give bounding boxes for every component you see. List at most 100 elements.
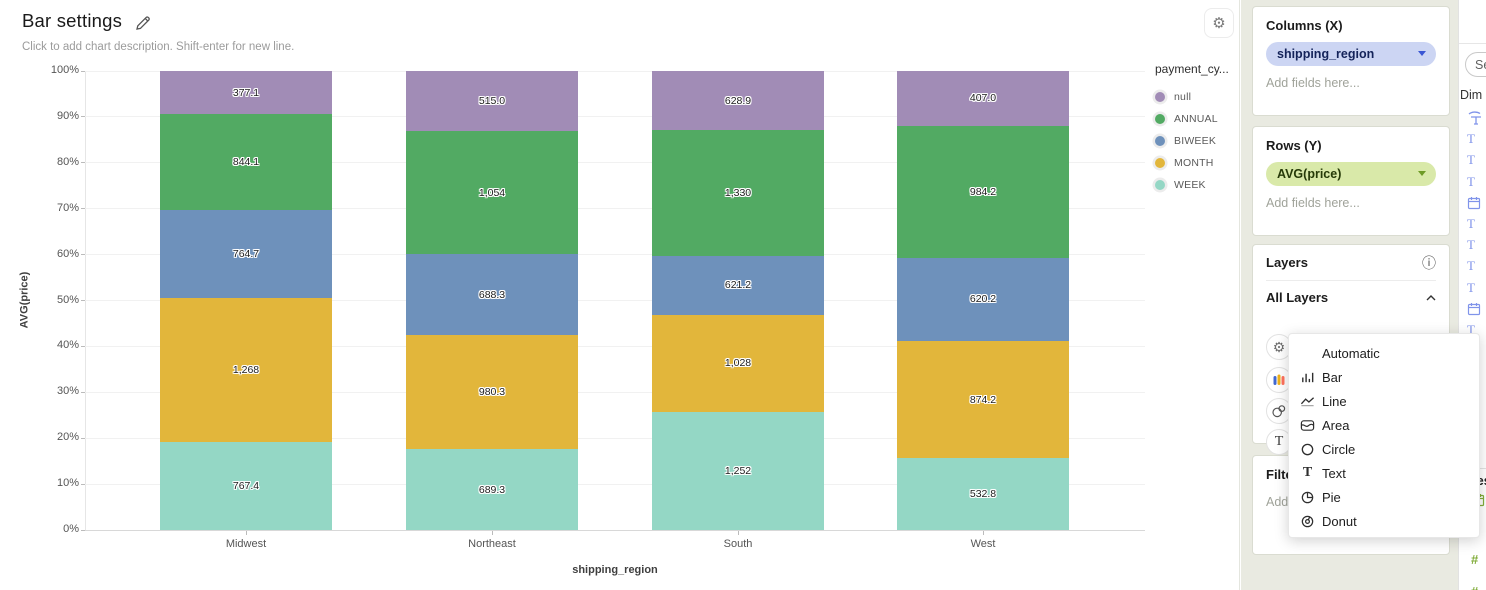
legend-item-MONTH[interactable]: MONTH bbox=[1155, 152, 1229, 174]
size-encoding-button[interactable] bbox=[1266, 398, 1292, 424]
bar-segment-MONTH-South[interactable]: 1,028 bbox=[652, 314, 824, 412]
rows-shelf-title: Rows (Y) bbox=[1266, 138, 1322, 153]
avg-price-pill[interactable]: AVG(price) bbox=[1266, 162, 1436, 186]
bar-segment-WEEK-Midwest[interactable]: 767.4 bbox=[160, 442, 332, 530]
bar-segment-BIWEEK-South[interactable]: 621.2 bbox=[652, 256, 824, 315]
layer-settings-gear-button[interactable]: ⚙ bbox=[1266, 334, 1292, 360]
menu-item-circle[interactable]: Circle bbox=[1289, 437, 1479, 461]
legend-item-WEEK[interactable]: WEEK bbox=[1155, 174, 1229, 196]
shipping-region-pill[interactable]: shipping_region bbox=[1266, 42, 1436, 66]
field-row-text-field-icon[interactable]: T bbox=[1467, 131, 1475, 147]
y-tick-mark bbox=[81, 437, 85, 439]
overlapping-circles-icon bbox=[1271, 403, 1287, 419]
x-tick-mark bbox=[738, 531, 739, 535]
color-palette-icon bbox=[1271, 372, 1287, 388]
y-tick-label: 40% bbox=[56, 339, 79, 352]
menu-item-pie[interactable]: Pie bbox=[1289, 485, 1479, 509]
legend-label: MONTH bbox=[1174, 157, 1214, 169]
bar-segment-BIWEEK-Northeast[interactable]: 688.3 bbox=[406, 254, 578, 335]
columns-shelf-card: Columns (X) shipping_region Add fields h… bbox=[1252, 6, 1450, 116]
gear-icon: ⚙ bbox=[1272, 338, 1286, 355]
menu-item-automatic[interactable]: Automatic bbox=[1289, 341, 1479, 365]
gridline bbox=[85, 483, 1145, 485]
bar-segment-WEEK-West[interactable]: 532.8 bbox=[897, 458, 1069, 530]
edit-title-icon[interactable] bbox=[134, 14, 152, 32]
field-row-hash-icon[interactable]: # bbox=[1471, 583, 1486, 590]
x-axis-title: shipping_region bbox=[572, 564, 658, 576]
info-icon[interactable]: ⓘ bbox=[1422, 254, 1436, 271]
legend-item-BIWEEK[interactable]: BIWEEK bbox=[1155, 130, 1229, 152]
bar-value-label: 621.2 bbox=[724, 279, 752, 292]
bar-value-label: 689.3 bbox=[478, 483, 506, 496]
rows-shelf-card: Rows (Y) AVG(price) Add fields here... bbox=[1252, 126, 1450, 236]
field-row-text-field-icon[interactable]: T bbox=[1467, 173, 1475, 189]
x-tick-mark bbox=[492, 531, 493, 535]
chart-settings-gear-button[interactable]: ⚙ bbox=[1204, 8, 1234, 38]
legend-swatch-icon bbox=[1155, 158, 1165, 168]
bar-value-label: 874.2 bbox=[969, 393, 997, 406]
bar-segment-null-Northeast[interactable]: 515.0 bbox=[406, 71, 578, 132]
bar-value-label: 764.7 bbox=[232, 248, 260, 261]
menu-item-donut[interactable]: Donut bbox=[1289, 509, 1479, 533]
legend-item-ANNUAL[interactable]: ANNUAL bbox=[1155, 108, 1229, 130]
bar-segment-WEEK-South[interactable]: 1,252 bbox=[652, 411, 824, 530]
rows-add-fields-placeholder[interactable]: Add fields here... bbox=[1266, 196, 1360, 210]
pie-chart-icon bbox=[1299, 489, 1316, 505]
bar-segment-ANNUAL-Midwest[interactable]: 844.1 bbox=[160, 114, 332, 211]
field-row-text-field-icon[interactable]: T bbox=[1467, 152, 1475, 168]
line-chart-icon bbox=[1299, 393, 1316, 409]
field-row-text-field-icon[interactable]: T bbox=[1467, 258, 1475, 274]
bar-value-label: 532.8 bbox=[969, 488, 997, 501]
x-category-label: Midwest bbox=[225, 538, 267, 550]
menu-item-area[interactable]: Area bbox=[1289, 413, 1479, 437]
y-tick-mark bbox=[81, 116, 85, 118]
bar-segment-MONTH-Northeast[interactable]: 980.3 bbox=[406, 334, 578, 450]
color-encoding-button[interactable] bbox=[1266, 367, 1292, 393]
menu-item-line[interactable]: Line bbox=[1289, 389, 1479, 413]
y-tick-label: 0% bbox=[63, 523, 79, 535]
bar-segment-null-South[interactable]: 628.9 bbox=[652, 71, 824, 131]
y-tick-label: 80% bbox=[56, 155, 79, 168]
columns-shelf-title: Columns (X) bbox=[1266, 18, 1343, 33]
bar-segment-WEEK-Northeast[interactable]: 689.3 bbox=[406, 449, 578, 530]
bar-segment-null-West[interactable]: 407.0 bbox=[897, 71, 1069, 126]
text-t-icon: T bbox=[1274, 434, 1284, 449]
bar-segment-ANNUAL-West[interactable]: 984.2 bbox=[897, 125, 1069, 258]
text-encoding-button[interactable]: T bbox=[1266, 429, 1292, 455]
menu-item-text[interactable]: T Text bbox=[1289, 461, 1479, 485]
bar-segment-MONTH-Midwest[interactable]: 1,268 bbox=[160, 297, 332, 443]
bar-value-label: 844.1 bbox=[232, 156, 260, 169]
menu-item-label: Text bbox=[1322, 465, 1346, 481]
field-row-text-field-icon[interactable]: T bbox=[1467, 237, 1475, 253]
chevron-up-icon[interactable] bbox=[1426, 294, 1436, 301]
field-row-function-text-icon[interactable] bbox=[1467, 110, 1486, 126]
field-row-calendar-icon[interactable] bbox=[1467, 195, 1486, 211]
y-tick-mark bbox=[81, 345, 85, 347]
y-tick-mark bbox=[81, 529, 85, 531]
field-row-calendar-icon[interactable] bbox=[1467, 301, 1486, 317]
bar-segment-BIWEEK-Midwest[interactable]: 764.7 bbox=[160, 210, 332, 298]
field-row-text-field-icon[interactable]: T bbox=[1467, 322, 1475, 337]
field-row-text-field-icon[interactable]: T bbox=[1467, 216, 1475, 231]
bar-segment-BIWEEK-West[interactable]: 620.2 bbox=[897, 257, 1069, 342]
legend-item-null[interactable]: null bbox=[1155, 86, 1229, 108]
bar-segment-ANNUAL-Northeast[interactable]: 1,054 bbox=[406, 131, 578, 255]
field-row-text-field-icon[interactable]: T bbox=[1467, 279, 1475, 295]
x-tick-mark bbox=[983, 531, 984, 535]
bar-segment-ANNUAL-South[interactable]: 1,330 bbox=[652, 130, 824, 256]
field-row-hash-icon[interactable]: # bbox=[1471, 551, 1479, 567]
bar-chart-icon bbox=[1299, 369, 1316, 385]
bar-segment-null-Midwest[interactable]: 377.1 bbox=[160, 71, 332, 115]
gridline bbox=[85, 391, 1145, 393]
bar-value-label: 515.0 bbox=[478, 95, 506, 108]
search-input[interactable]: Se bbox=[1465, 52, 1486, 77]
chart-description-placeholder[interactable]: Click to add chart description. Shift-en… bbox=[22, 41, 295, 53]
menu-item-bar[interactable]: Bar bbox=[1289, 365, 1479, 389]
y-tick-label: 90% bbox=[56, 109, 79, 122]
gridline bbox=[85, 254, 1145, 256]
columns-add-fields-placeholder[interactable]: Add fields here... bbox=[1266, 76, 1360, 90]
menu-item-label: Automatic bbox=[1322, 345, 1380, 361]
x-category-label: West bbox=[970, 538, 996, 550]
bar-segment-MONTH-West[interactable]: 874.2 bbox=[897, 341, 1069, 459]
